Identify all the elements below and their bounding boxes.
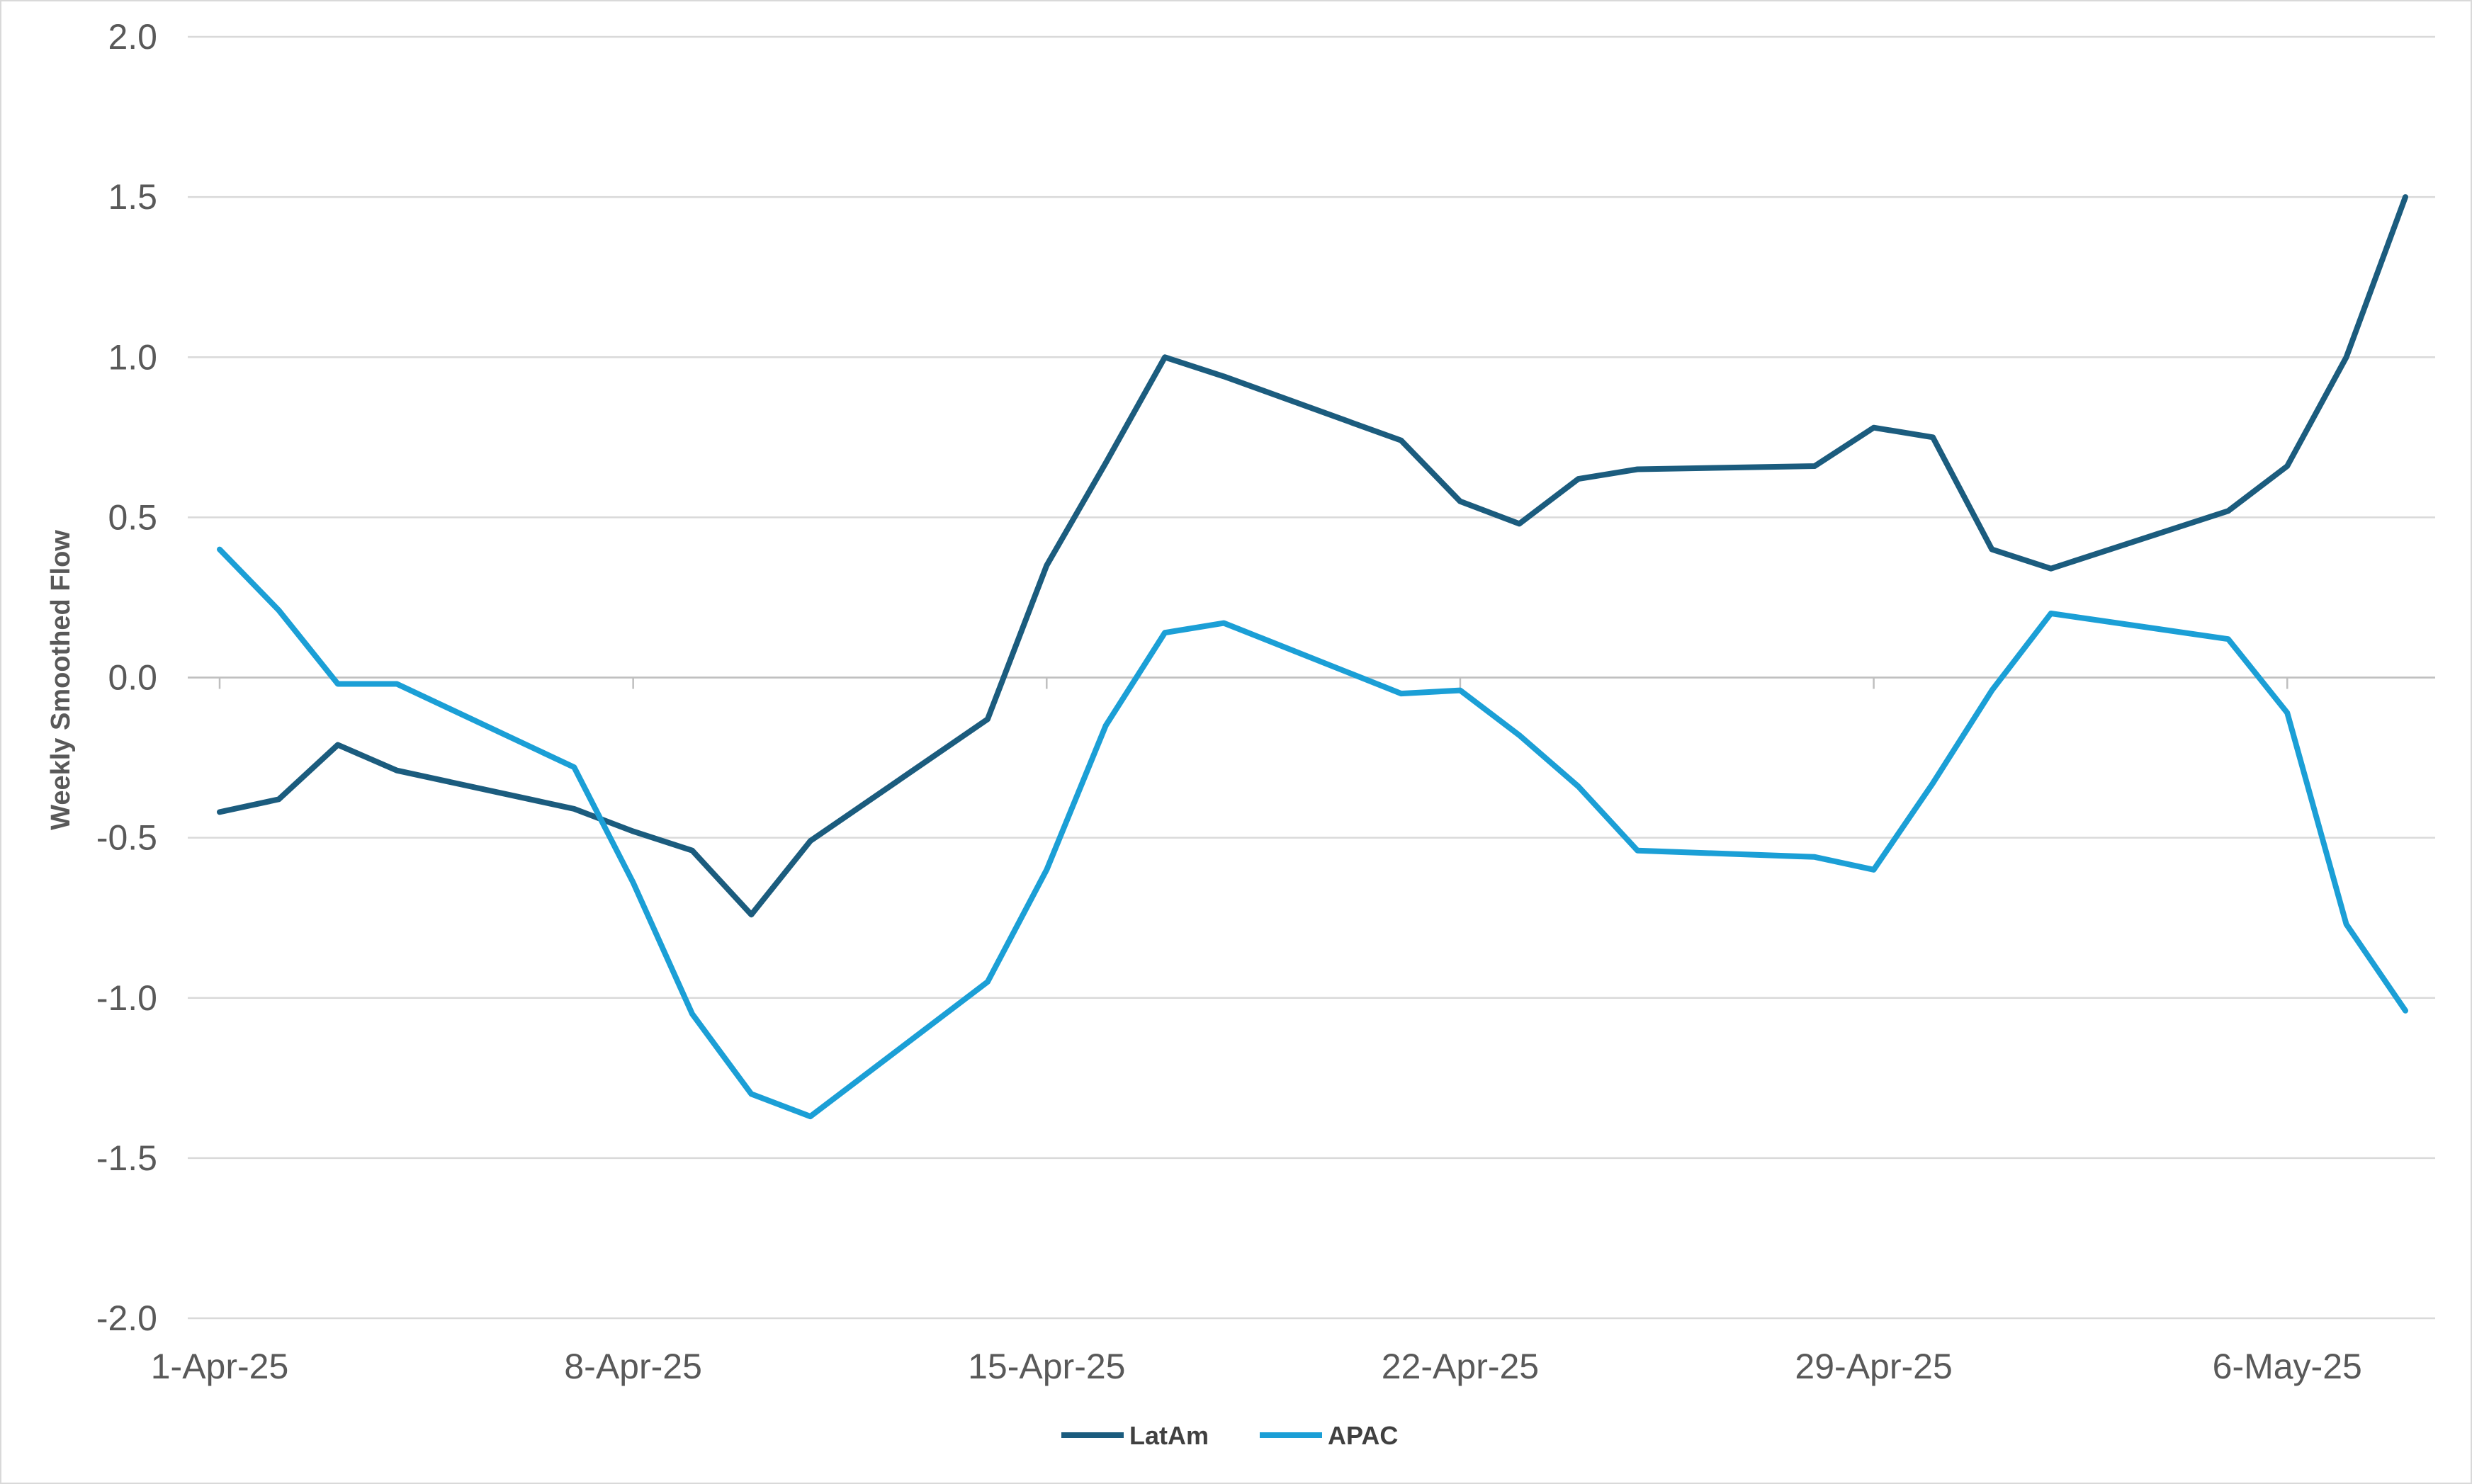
y-axis-title: Weekly Smoothed Flow	[46, 530, 76, 830]
y-tick-label: 1.5	[108, 177, 157, 217]
x-tick-label: 22-Apr-25	[1382, 1347, 1539, 1386]
legend-label-apac: APAC	[1328, 1421, 1398, 1450]
y-tick-label: 0.0	[108, 658, 157, 698]
y-tick-label: 2.0	[108, 17, 157, 57]
x-tick-label: 1-Apr-25	[151, 1347, 289, 1386]
series-lines	[217, 194, 2408, 1120]
x-tick-label: 15-Apr-25	[968, 1347, 1125, 1386]
x-tick-label: 8-Apr-25	[564, 1347, 702, 1386]
series-line-apac	[217, 546, 2408, 1120]
legend: LatAm APAC	[1061, 1421, 1398, 1450]
y-tick-label: 0.5	[108, 497, 157, 537]
x-tick-label: 6-May-25	[2213, 1347, 2362, 1386]
y-tick-label: -0.5	[96, 818, 157, 858]
y-tick-label: -1.5	[96, 1138, 157, 1178]
series-line-latam	[217, 194, 2408, 918]
y-tick-label: 1.0	[108, 337, 157, 377]
y-tick-label: -1.0	[96, 978, 157, 1018]
tick-labels: 2.0 1.5 1.0 0.5 0.0 -0.5 -1.0 -1.5 -2.0 1-Apr-25 8…	[96, 17, 2362, 1386]
x-tick-label: 29-Apr-25	[1795, 1347, 1952, 1386]
legend-label-latam: LatAm	[1129, 1421, 1209, 1450]
y-tick-label: -2.0	[96, 1298, 157, 1338]
